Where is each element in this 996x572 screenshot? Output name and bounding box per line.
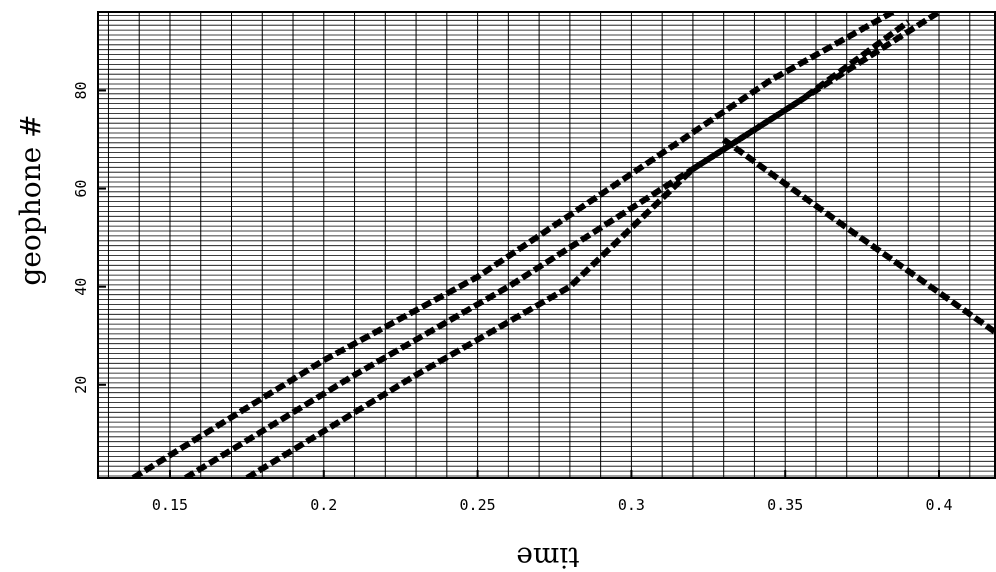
x-tick-label: 0.2 bbox=[310, 496, 337, 514]
x-tick-label: 0.4 bbox=[925, 496, 952, 514]
plot-frame bbox=[97, 11, 996, 479]
x-tick-label: 0.25 bbox=[460, 496, 496, 514]
arrival-front bbox=[245, 12, 941, 478]
arrival-front bbox=[183, 19, 911, 478]
y-tick-label: 60 bbox=[72, 180, 90, 198]
y-tick-label: 20 bbox=[72, 376, 90, 394]
marks bbox=[131, 12, 995, 478]
arrival-front bbox=[131, 12, 895, 478]
x-tick-label: 0.35 bbox=[767, 496, 803, 514]
traces bbox=[98, 12, 995, 478]
y-tick-label: 40 bbox=[72, 278, 90, 296]
x-tick-label: 0.15 bbox=[152, 496, 188, 514]
y-tick-label: 80 bbox=[72, 81, 90, 99]
x-tick-label: 0.3 bbox=[618, 496, 645, 514]
y-axis-label: geophone # bbox=[14, 114, 47, 285]
x-axis-label: time bbox=[516, 541, 579, 572]
arrival-front bbox=[721, 137, 995, 336]
